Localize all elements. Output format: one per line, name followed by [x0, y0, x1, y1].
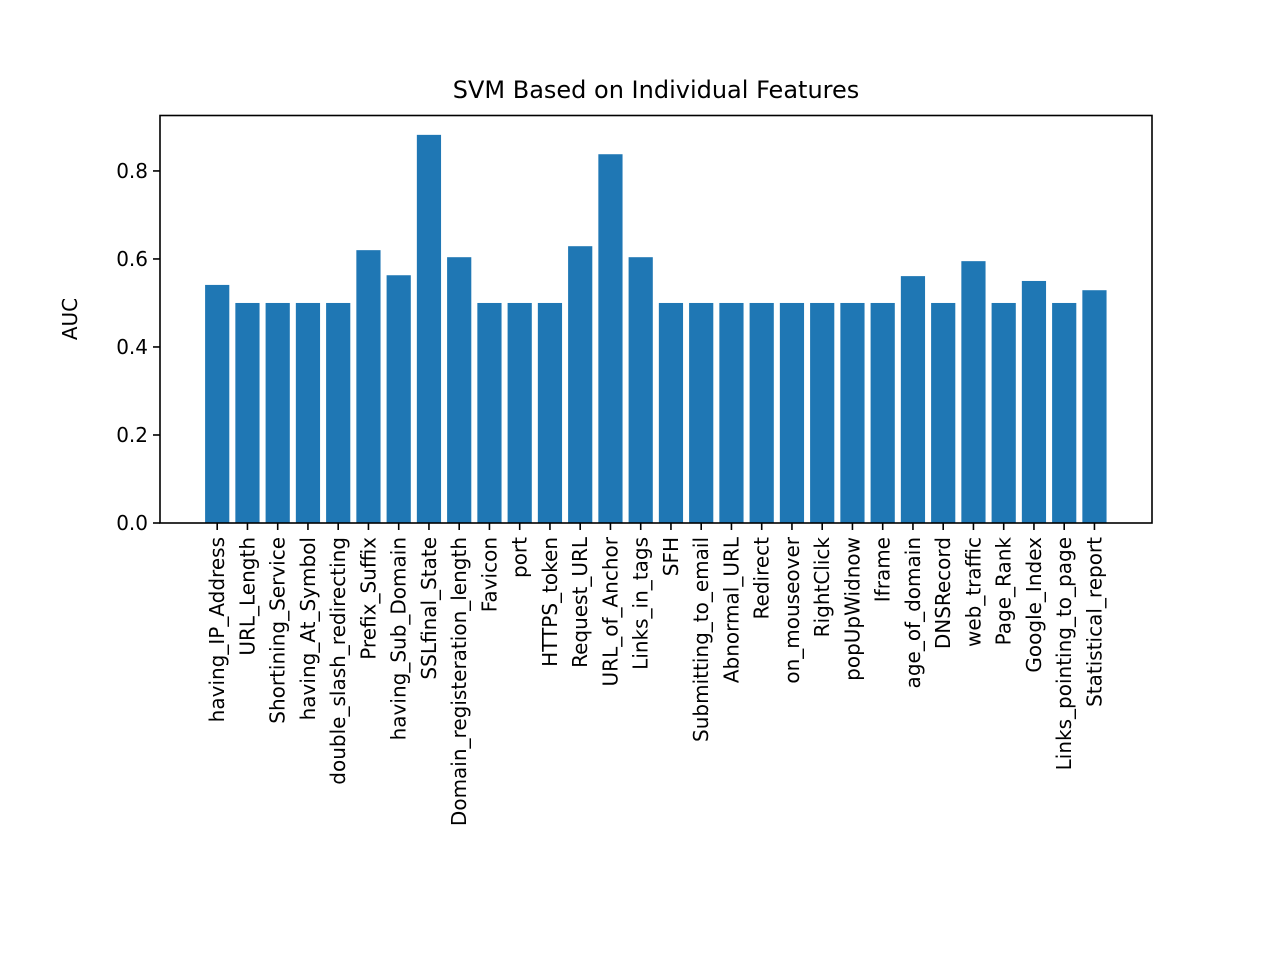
- x-tick-label: Prefix_Suffix: [356, 537, 380, 660]
- y-axis-ticks: 0.0 0.2 0.4 0.6 0.8: [116, 159, 160, 535]
- bar: [749, 302, 774, 523]
- y-tick-label: 0.6: [116, 247, 148, 271]
- y-tick-label: 0.8: [116, 159, 148, 183]
- bar: [658, 302, 684, 523]
- x-tick-label: double_slash_redirecting: [326, 537, 350, 785]
- x-tick-label: Iframe: [871, 537, 895, 602]
- bar: [1052, 302, 1077, 523]
- plot-frame: [159, 114, 1153, 524]
- x-tick-label: Google_Index: [1022, 537, 1046, 673]
- bar: [779, 302, 805, 523]
- x-tick-label: Links_in_tags: [629, 537, 653, 670]
- x-tick-label: HTTPS_token: [538, 537, 562, 667]
- x-tick-label: Links_pointing_to_page: [1052, 537, 1076, 770]
- y-tick-label: 0.4: [116, 335, 148, 359]
- y-tick-label: 0.0: [116, 511, 148, 535]
- bar: [870, 302, 895, 523]
- x-tick-label: port: [508, 537, 532, 578]
- x-tick-label: Shortining_Service: [266, 537, 290, 724]
- bar: [568, 246, 593, 523]
- bar: [931, 302, 956, 523]
- bar: [235, 302, 260, 523]
- bar: [1082, 290, 1107, 523]
- x-tick-label: on_mouseover: [780, 536, 804, 683]
- x-tick-label: Favicon: [477, 537, 501, 612]
- bar: [689, 302, 714, 523]
- x-axis-ticks: having_IP_Address URL_Length Shortining_Se…: [205, 523, 1106, 826]
- bar: [1021, 280, 1047, 523]
- bar: [326, 302, 351, 523]
- x-tick-label: popUpWidnow: [840, 537, 864, 681]
- x-tick-label: Submitting_to_email: [689, 537, 713, 742]
- bar: [356, 250, 381, 523]
- x-tick-label: having_At_Symbol: [296, 537, 320, 720]
- x-tick-label: Statistical_report: [1082, 537, 1106, 707]
- x-tick-label: URL_of_Anchor: [598, 536, 622, 686]
- bar: [991, 302, 1016, 523]
- bar: [961, 261, 986, 523]
- bar: [628, 257, 653, 523]
- y-axis-label: AUC: [58, 298, 82, 340]
- bar: [810, 302, 835, 523]
- bar: [537, 302, 563, 523]
- x-tick-label: Request_URL: [568, 536, 592, 668]
- bar: [447, 257, 472, 523]
- bar: [507, 302, 532, 523]
- bars-group: [205, 134, 1107, 524]
- bar: [840, 302, 865, 523]
- x-tick-label: RightClick: [810, 537, 834, 638]
- bar: [477, 302, 502, 523]
- x-tick-label: SFH: [659, 537, 683, 576]
- x-tick-label: web_traffic: [961, 537, 985, 647]
- bar: [386, 275, 411, 523]
- x-tick-label: having_IP_Address: [205, 537, 229, 722]
- x-tick-label: DNSRecord: [931, 537, 955, 649]
- x-tick-label: Redirect: [750, 537, 774, 620]
- bar: [265, 302, 290, 523]
- x-tick-label: age_of_domain: [901, 537, 925, 688]
- bar: [295, 302, 321, 523]
- x-tick-label: Page_Rank: [992, 537, 1016, 646]
- x-tick-label: Abnormal_URL: [719, 536, 743, 683]
- x-tick-label: SSLfinal_State: [417, 537, 441, 680]
- bar: [598, 154, 623, 524]
- x-tick-label: having_Sub_Domain: [387, 537, 411, 740]
- bar: [900, 276, 926, 523]
- chart-title: SVM Based on Individual Features: [453, 76, 860, 104]
- bar: [416, 134, 442, 524]
- x-tick-label: URL_Length: [235, 537, 259, 656]
- x-tick-label: Domain_registeration_length: [447, 537, 471, 826]
- bar: [205, 284, 230, 523]
- bar: [719, 302, 744, 523]
- y-tick-label: 0.2: [116, 423, 148, 447]
